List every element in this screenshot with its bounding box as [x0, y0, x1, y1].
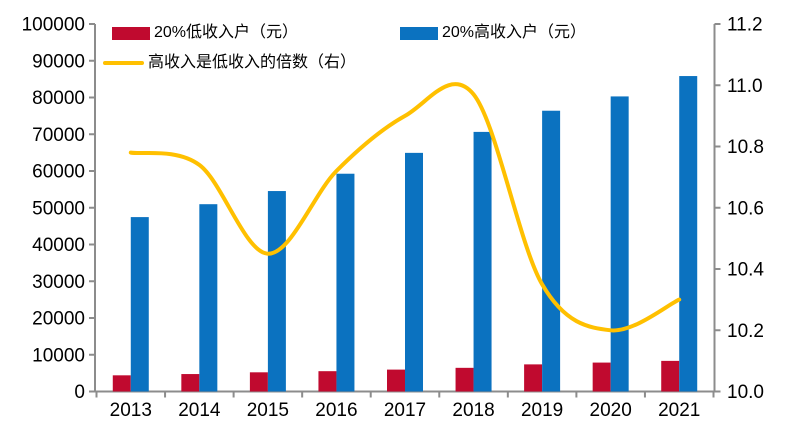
- right-tick-label: 10.6: [727, 198, 764, 219]
- left-tick-label: 30000: [32, 272, 85, 293]
- bar-high-2018: [473, 131, 492, 392]
- right-tick-label: 10.2: [727, 321, 764, 342]
- left-tick-label: 50000: [32, 198, 85, 219]
- bar-low-2014: [181, 374, 200, 392]
- bar-high-2019: [542, 110, 561, 392]
- left-axis-ticks: 0 10000 20000 30000 40000 50000 60000 70000 8000…: [22, 15, 95, 403]
- x-tick-label: 2013: [110, 400, 152, 421]
- bar-high-2013: [130, 217, 149, 392]
- right-tick-label: 10.4: [727, 260, 764, 281]
- x-tick-label: 2019: [521, 400, 563, 421]
- left-tick-label: 40000: [32, 235, 85, 256]
- right-tick-label: 11.0: [727, 76, 763, 97]
- x-tick-label: 2016: [315, 400, 357, 421]
- legend-item-ratio: 高收入是低收入的倍数（右）: [103, 55, 356, 71]
- bar-low-2020: [592, 362, 611, 392]
- right-tick-label: 11.2: [727, 15, 763, 36]
- high-income-bar-swatch: [400, 26, 438, 40]
- x-tick-label: 2018: [452, 400, 494, 421]
- bar-low-2021: [661, 360, 680, 392]
- left-tick-label: 10000: [32, 345, 85, 366]
- low-income-bar-swatch: [112, 26, 150, 40]
- right-axis-ticks: 10.0 10.2 10.4 10.6 10.8 11.0 11.2: [714, 15, 764, 403]
- left-tick-label: 70000: [32, 125, 85, 146]
- bar-low-2019: [524, 364, 543, 392]
- bar-high-2015: [267, 191, 286, 392]
- bar-low-2016: [318, 371, 337, 392]
- legend-label-ratio: 高收入是低收入的倍数（右）: [148, 54, 357, 71]
- legend-item-high-income: 20%高收入户（元）: [400, 25, 586, 41]
- bars: [112, 76, 698, 392]
- bar-high-2020: [610, 96, 629, 392]
- x-tick-label: 2014: [178, 400, 221, 421]
- x-tick-label: 2020: [590, 400, 632, 421]
- left-tick-label: 60000: [32, 162, 85, 183]
- ratio-line: [128, 82, 682, 333]
- legend-item-low-income: 20%低收入户（元）: [112, 25, 298, 41]
- x-axis-ticks: 2013 2014 2015 2016 2017 2018 2019 2020 2021: [95, 391, 715, 421]
- bar-low-2013: [112, 375, 131, 392]
- bar-low-2018: [455, 367, 474, 392]
- bar-low-2015: [249, 372, 268, 392]
- left-tick-label: 100000: [22, 15, 85, 36]
- left-tick-label: 20000: [32, 309, 85, 330]
- left-tick-label: 90000: [32, 51, 85, 72]
- left-tick-label: 0: [74, 382, 85, 403]
- x-tick-label: 2021: [658, 400, 700, 421]
- left-tick-label: 80000: [32, 88, 85, 109]
- ratio-line-swatch: [103, 61, 144, 65]
- bar-high-2021: [679, 76, 698, 392]
- legend-label-high-income: 20%高收入户（元）: [442, 24, 587, 41]
- bar-high-2017: [405, 152, 423, 392]
- bar-low-2017: [387, 369, 405, 392]
- right-tick-label: 10.0: [727, 382, 764, 403]
- x-tick-label: 2017: [384, 400, 426, 421]
- legend-label-low-income: 20%低收入户（元）: [154, 24, 299, 41]
- right-tick-label: 10.8: [727, 137, 764, 158]
- x-tick-label: 2015: [247, 400, 289, 421]
- bar-high-2014: [199, 204, 218, 392]
- bar-high-2016: [336, 173, 355, 392]
